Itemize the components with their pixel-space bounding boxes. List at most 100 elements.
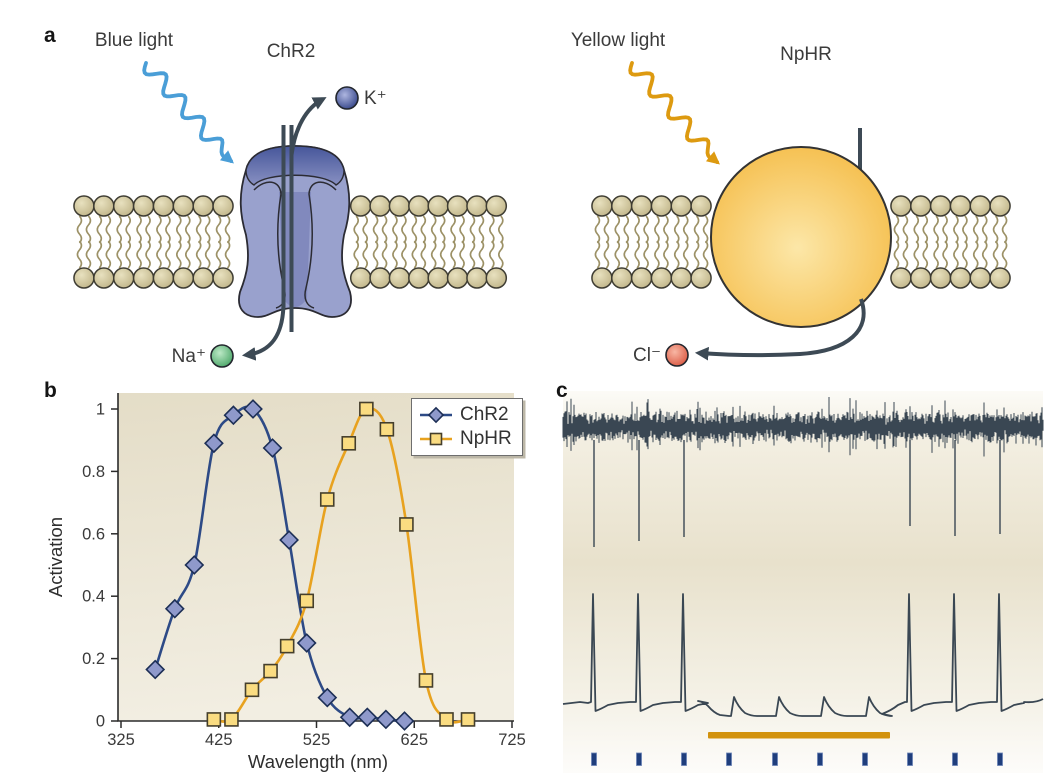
lipid-tail xyxy=(411,215,418,244)
lipid-tail xyxy=(353,215,359,244)
extracellular-noise-trace xyxy=(562,397,1044,457)
lipid-tail xyxy=(913,240,920,269)
lipid-head xyxy=(630,267,653,289)
lipid-head xyxy=(690,267,712,289)
lipid-tail xyxy=(643,240,649,269)
lipid-tail xyxy=(76,240,83,269)
blue-pulse-tick xyxy=(636,752,642,766)
lipid-head xyxy=(152,195,175,217)
lipid-tail xyxy=(623,215,630,244)
lipid-tail xyxy=(953,215,959,244)
lipid-tail xyxy=(420,240,427,269)
lipid-tail xyxy=(136,215,142,244)
cl-ion-label: Cl⁻ xyxy=(633,345,661,366)
lipid-tail xyxy=(96,240,103,269)
NpHR-marker xyxy=(439,712,454,727)
k-ion-label: K⁺ xyxy=(364,88,387,109)
lipid-tail xyxy=(594,240,601,269)
lipid-head xyxy=(132,195,155,217)
y-tick-label: 0.8 xyxy=(82,463,105,481)
lipid-head xyxy=(369,195,391,217)
NpHR-marker xyxy=(224,712,239,727)
NpHR-marker xyxy=(399,517,414,532)
lipid-tail xyxy=(893,240,900,269)
lipid-tail xyxy=(450,240,456,269)
lipid-head xyxy=(969,195,991,217)
lipid-tail xyxy=(145,240,151,269)
y-tick-label: 0.2 xyxy=(82,650,105,668)
lipid-tail xyxy=(693,215,700,244)
lipid-tail xyxy=(125,215,131,244)
lipid-head xyxy=(93,195,115,217)
lipid-head xyxy=(388,195,411,217)
lipid-tail xyxy=(962,240,968,269)
lipid-tail xyxy=(663,215,669,244)
legend-label-nphr: NpHR xyxy=(460,428,512,449)
na-ion-label: Na⁺ xyxy=(171,346,206,367)
lipid-tail xyxy=(933,215,939,244)
lipid-head xyxy=(112,267,135,289)
lipid-head xyxy=(485,267,508,289)
lipid-tail xyxy=(459,215,465,244)
lipid-tail xyxy=(1001,240,1008,269)
lipid-tail xyxy=(498,240,504,269)
lipid-head xyxy=(446,267,469,289)
lipid-tail xyxy=(185,215,191,244)
lipid-tail xyxy=(594,215,601,244)
lipid-tail xyxy=(902,215,909,244)
y-axis-label: Activation xyxy=(45,516,66,598)
lipid-head xyxy=(408,267,430,289)
ChR2-marker xyxy=(394,711,415,731)
blue-pulse-tick xyxy=(862,752,868,766)
lipid-tail xyxy=(634,215,640,244)
lipid-tail xyxy=(922,215,929,244)
NpHR-marker xyxy=(299,593,315,609)
lipid-head xyxy=(408,195,430,217)
lipid-head xyxy=(969,267,991,289)
blue-pulse-tick xyxy=(591,752,597,766)
lipid-tail xyxy=(85,215,92,244)
light-arrows xyxy=(142,61,720,165)
x-tick-label: 725 xyxy=(498,731,526,749)
lipid-tail xyxy=(673,215,680,244)
lipid-tail xyxy=(116,240,122,269)
yellow-light-bar xyxy=(708,732,890,739)
lipid-tail xyxy=(430,215,437,244)
lipid-tail xyxy=(459,240,465,269)
lipid-tail xyxy=(498,215,504,244)
lipid-tail xyxy=(156,240,162,269)
lipid-tail xyxy=(663,240,669,269)
lipid-tail xyxy=(603,215,610,244)
lipid-tail xyxy=(682,240,689,269)
ChR2-marker xyxy=(317,687,338,708)
lipid-tail xyxy=(953,240,959,269)
lipid-head xyxy=(611,195,633,217)
lipid-tail xyxy=(105,240,112,269)
lipid-head xyxy=(650,195,673,217)
lipid-tail xyxy=(125,240,131,269)
lipid-tail xyxy=(478,215,485,244)
lipid-tail xyxy=(401,240,407,269)
lipid-tail xyxy=(972,215,979,244)
lipid-head xyxy=(427,195,449,217)
NpHR-marker xyxy=(279,638,295,654)
lipid-tail xyxy=(1001,215,1008,244)
lipid-head xyxy=(611,267,633,289)
y-tick-label: 0 xyxy=(96,713,105,731)
NpHR-marker xyxy=(460,712,476,727)
NpHR-marker xyxy=(263,663,278,679)
lipid-head xyxy=(890,267,912,289)
lipid-tail xyxy=(634,240,640,269)
lipid-tail xyxy=(992,240,999,269)
ChR2-marker xyxy=(279,530,299,550)
k-ion xyxy=(335,86,359,110)
lipid-head xyxy=(929,267,952,289)
lipid-tail xyxy=(195,215,202,244)
lipid-tail xyxy=(411,240,418,269)
lipid-head xyxy=(446,195,469,217)
blue-pulse-tick xyxy=(952,752,958,766)
lipid-tail xyxy=(165,215,171,244)
lipid-tail xyxy=(603,240,610,269)
lipid-tail xyxy=(439,215,446,244)
